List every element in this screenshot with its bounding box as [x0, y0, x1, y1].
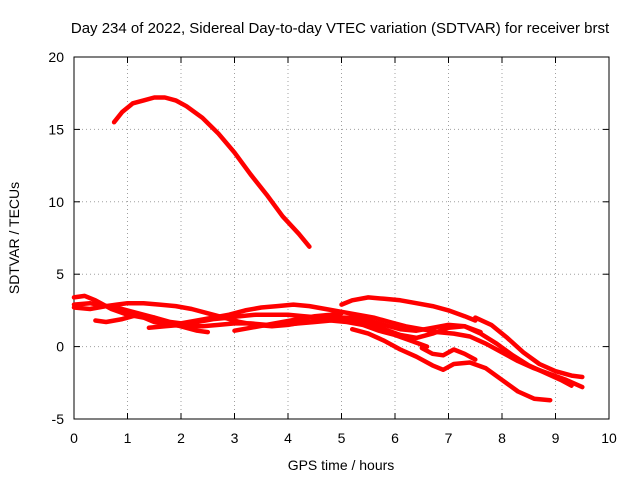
y-tick-label: 5 [56, 266, 64, 282]
x-tick-label: 1 [124, 430, 132, 446]
x-tick-label: 7 [445, 430, 453, 446]
series-track-6 [146, 312, 574, 388]
y-tick-label: 20 [48, 49, 64, 65]
x-tick-label: 10 [601, 430, 617, 446]
series-track-1 [111, 95, 312, 249]
y-tick-label: 10 [48, 194, 64, 210]
x-tick-label: 0 [70, 430, 78, 446]
x-tick-label: 2 [177, 430, 185, 446]
x-tick-label: 6 [391, 430, 399, 446]
series-track-11 [419, 345, 478, 362]
series-track-5 [71, 300, 211, 335]
x-tick-label: 9 [552, 430, 560, 446]
series-track-8 [339, 295, 478, 323]
grid-lines [74, 57, 609, 419]
x-tick-label: 5 [338, 430, 346, 446]
x-tick-label: 8 [498, 430, 506, 446]
x-tick-label: 4 [284, 430, 292, 446]
series-track-10 [349, 326, 553, 403]
series-track-9 [473, 315, 585, 380]
series-track-7 [232, 311, 344, 333]
y-tick-label: 0 [56, 339, 64, 355]
x-axis: 0 1 2 3 4 5 6 7 8 9 10 [70, 57, 617, 446]
x-tick-label: 3 [231, 430, 239, 446]
y-axis: -5 0 5 10 15 20 [48, 49, 609, 427]
x-axis-label: GPS time / hours [288, 457, 395, 473]
y-axis-label: SDTVAR / TECUs [6, 182, 22, 294]
y-tick-label: 15 [48, 121, 64, 137]
series-track-3 [71, 293, 430, 349]
data-series [71, 95, 585, 403]
chart-title: Day 234 of 2022, Sidereal Day-to-day VTE… [71, 20, 610, 37]
y-tick-label: -5 [52, 411, 65, 427]
